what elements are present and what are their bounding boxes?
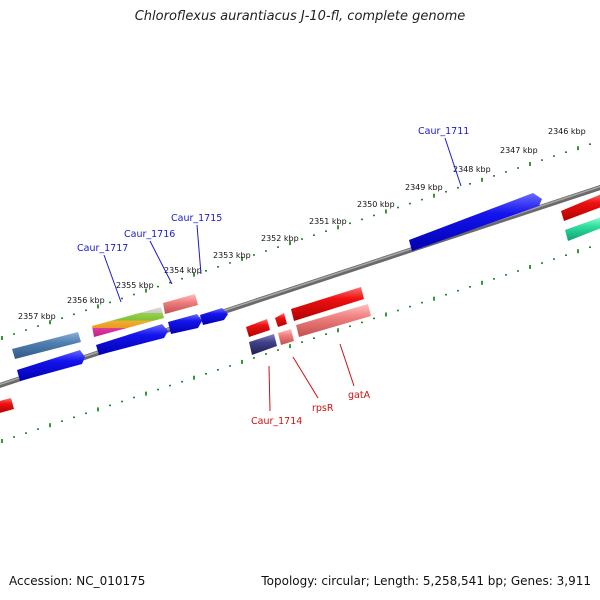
forward-genes — [12, 193, 600, 381]
scale-label-2349: 2349 kbp — [405, 183, 443, 192]
gene-forward-teal-edge — [565, 217, 600, 241]
scale-label-2352: 2352 kbp — [261, 234, 299, 243]
gene-label-caur-1711: Caur_1711 — [418, 126, 469, 137]
scale-label-2347: 2347 kbp — [500, 146, 538, 155]
forward-label-lines — [103, 137, 462, 303]
gene-label-caur-1717: Caur_1717 — [77, 243, 128, 254]
gene-forward-red-edge — [561, 194, 600, 221]
gene-label-caur-1714: Caur_1714 — [251, 416, 302, 427]
gene-label-caur-1716: Caur_1716 — [124, 229, 175, 240]
gene-forward-2357b — [17, 350, 85, 381]
outer-tick-ruler — [1, 143, 591, 340]
scale-label-2353: 2353 kbp — [213, 251, 251, 260]
scale-labels: 2357 kbp 2356 kbp 2355 kbp 2354 kbp 2353… — [18, 127, 586, 321]
gene-reverse-rpsR — [278, 329, 294, 345]
gene-reverse-rpsR-a — [275, 313, 287, 327]
gene-reverse-1714a — [246, 319, 270, 337]
scale-label-2357: 2357 kbp — [18, 312, 56, 321]
reverse-label-lines — [268, 343, 355, 412]
gene-label-gata: gatA — [348, 390, 371, 401]
gene-reverse-gatA-a — [291, 287, 364, 321]
gene-labels: Caur_1717 Caur_1716 Caur_1715 Caur_1711 … — [77, 126, 469, 427]
scale-label-2350: 2350 kbp — [357, 200, 395, 209]
gene-forward-1716b — [168, 314, 202, 334]
gene-label-caur-1715: Caur_1715 — [171, 213, 222, 224]
map-title: Chloroflexus aurantiacus J-10-fl, comple… — [134, 9, 466, 24]
gene-forward-2357a — [12, 332, 81, 359]
gene-label-rpsr: rpsR — [312, 403, 334, 414]
reverse-genes — [0, 287, 371, 413]
gene-forward-1717 — [96, 324, 168, 355]
gene-forward-1715 — [200, 308, 228, 325]
inner-tick-ruler — [1, 246, 591, 443]
gene-reverse-edge — [0, 398, 14, 413]
gene-forward-rainbow — [92, 307, 164, 337]
gene-reverse-gatA — [296, 304, 371, 337]
gene-forward-1711 — [409, 193, 542, 251]
scale-label-2356: 2356 kbp — [67, 296, 105, 305]
scale-label-2354: 2354 kbp — [164, 266, 202, 275]
scale-label-2351: 2351 kbp — [309, 217, 347, 226]
gene-reverse-1714b — [249, 334, 277, 355]
scale-label-2346: 2346 kbp — [548, 127, 586, 136]
genome-summary-text: Topology: circular; Length: 5,258,541 bp… — [261, 574, 591, 588]
scale-label-2348: 2348 kbp — [453, 165, 491, 174]
scale-label-2355: 2355 kbp — [116, 281, 154, 290]
accession-text: Accession: NC_010175 — [9, 574, 146, 588]
gene-forward-1716 — [163, 294, 198, 314]
